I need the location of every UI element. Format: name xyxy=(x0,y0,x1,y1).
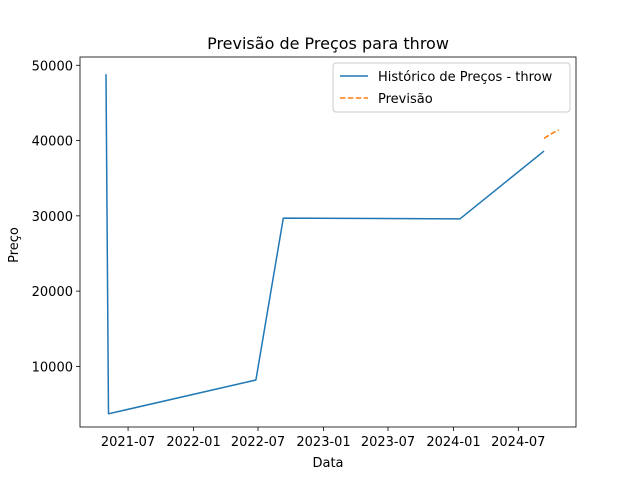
y-tick-label-0: 10000 xyxy=(32,360,73,375)
plot-area: 2021-07 2022-01 2022-07 2023-01 2023-07 2024-… xyxy=(32,56,577,450)
x-tick-label-4: 2023-07 xyxy=(361,435,415,450)
legend: Histórico de Preços - throw Previsão xyxy=(332,62,571,113)
series-line-1 xyxy=(543,129,560,139)
x-tick-label-3: 2023-01 xyxy=(296,435,350,450)
y-tick-label-4: 50000 xyxy=(32,59,73,74)
chart-title: Previsão de Preços para throw xyxy=(207,34,449,53)
y-axis-label: Preço xyxy=(7,227,22,263)
x-tick-label-6: 2024-07 xyxy=(491,435,545,450)
legend-label-previsao: Previsão xyxy=(378,92,433,107)
y-tick-label-1: 20000 xyxy=(32,285,73,300)
x-tick-label-1: 2022-01 xyxy=(166,435,220,450)
x-tick-label-0: 2021-07 xyxy=(101,435,155,450)
legend-box xyxy=(332,62,571,113)
x-tick-label-2: 2022-07 xyxy=(231,435,285,450)
y-tick-label-3: 40000 xyxy=(32,135,73,150)
x-tick-label-5: 2024-01 xyxy=(426,435,480,450)
y-tick-label-2: 30000 xyxy=(32,210,73,225)
plot-frame xyxy=(79,56,577,428)
legend-label-historico: Histórico de Preços - throw xyxy=(378,70,553,85)
x-axis-label: Data xyxy=(312,456,343,471)
plot-background xyxy=(80,57,576,427)
series-line-0 xyxy=(105,74,545,415)
